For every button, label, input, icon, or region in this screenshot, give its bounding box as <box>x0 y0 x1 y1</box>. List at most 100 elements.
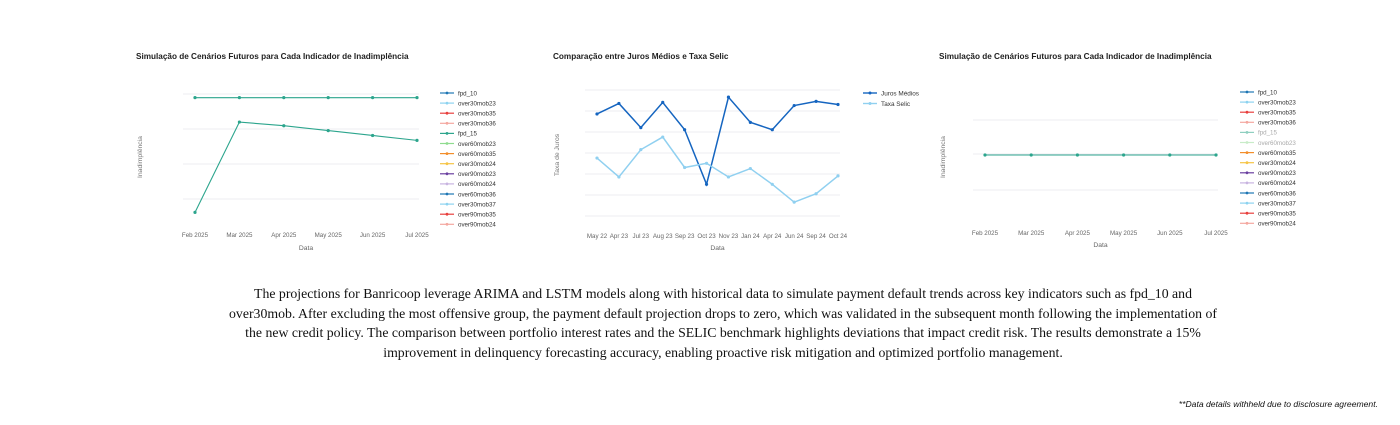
chart2-data-point <box>770 128 774 132</box>
chart3-legend-marker <box>1245 131 1249 134</box>
chart1-legend-label: over60mob36 <box>458 191 496 198</box>
chart2-legend-label: Taxa Selic <box>881 101 911 108</box>
chart3-legend-marker <box>1245 211 1249 215</box>
chart2-data-point <box>704 182 709 186</box>
chart1-x-tick-label: May 2025 <box>315 232 343 239</box>
chart3-x-tick-label: Apr 2025 <box>1065 230 1091 237</box>
chart2-data-point <box>617 101 621 106</box>
chart3-legend-marker <box>1245 161 1249 165</box>
chart3-legend-label: over90mob35 <box>1258 211 1296 218</box>
chart2-data-point <box>748 120 752 124</box>
chart3-legend-label: over90mob24 <box>1258 221 1296 228</box>
disclaimer-note: **Data details withheld due to disclosur… <box>1178 399 1378 409</box>
chart3-x-axis-label: Data <box>1093 242 1108 249</box>
chart2-data-point <box>836 174 840 178</box>
chart2-data-point <box>792 200 796 204</box>
chart3-x-tick-label: Feb 2025 <box>972 230 999 237</box>
chart2-x-tick-label: Apr 24 <box>763 233 782 240</box>
chart1-legend-label: over90mob23 <box>458 171 496 178</box>
chart1-data-point <box>326 96 330 100</box>
chart2-data-point <box>748 166 752 171</box>
chart2-x-tick-label: Sep 23 <box>675 233 695 240</box>
chart1-x-tick-label: Feb 2025 <box>182 232 209 239</box>
chart2-data-point <box>836 102 840 107</box>
chart3-legend-marker <box>1245 171 1249 175</box>
chart1-y-axis-label: Inadimplência <box>137 136 144 178</box>
chart2-series-line <box>596 95 839 187</box>
chart1-data-point <box>193 210 197 214</box>
chart2-series-line <box>596 136 839 204</box>
chart3-legend-marker <box>1245 221 1249 225</box>
chart2-legend-marker <box>868 91 872 95</box>
chart1-legend-marker <box>445 91 449 95</box>
chart1-legend-marker <box>445 212 449 216</box>
chart1-legend-label: over90mob24 <box>458 222 496 229</box>
chart2-legend-label: Juros Médios <box>881 90 919 97</box>
chart1-series-line <box>194 121 418 213</box>
chart3-data-point <box>983 153 987 157</box>
chart2-x-tick-label: Oct 23 <box>697 233 716 240</box>
chart2-x-axis-label: Data <box>710 245 725 252</box>
chart2-x-tick-label: Aug 23 <box>653 233 673 240</box>
chart3-legend-marker <box>1245 141 1249 144</box>
chart1-data-point <box>371 96 375 100</box>
chart1-legend-label: over30mob36 <box>458 121 496 128</box>
chart2-data-point <box>814 192 818 196</box>
chart3-legend-marker <box>1245 201 1249 205</box>
chart1-legend-marker <box>445 111 449 115</box>
chart2-x-tick-label: Sep 24 <box>806 233 826 240</box>
chart1-data-point <box>282 96 286 100</box>
chart2-data-point <box>792 103 796 108</box>
chart2-x-tick-label: Nov 23 <box>719 233 739 240</box>
chart1-legend-marker <box>445 172 449 176</box>
chart2-data-point <box>726 95 731 99</box>
chart1-legend-label: fpd_15 <box>458 131 477 138</box>
chart2-x-tick-label: May 22 <box>587 233 608 240</box>
chart1-legend-marker <box>445 192 449 196</box>
chart3-legend-label: over60mob24 <box>1258 180 1296 187</box>
chart2-x-tick-label: Jun 24 <box>785 233 804 240</box>
chart3-legend-marker <box>1245 151 1249 155</box>
chart1-x-tick-label: Mar 2025 <box>226 232 253 239</box>
chart2-x-tick-label: Apr 23 <box>610 233 629 240</box>
chart1-legend-marker <box>445 132 449 135</box>
chart2-data-point <box>661 100 665 104</box>
chart3-x-tick-label: Mar 2025 <box>1018 230 1045 237</box>
chart3-legend-label: fpd_15 <box>1258 130 1277 137</box>
chart3-legend-label: over30mob37 <box>1258 200 1296 207</box>
chart1-data-point <box>237 96 241 100</box>
chart1-legend-marker <box>445 162 449 166</box>
chart2-data-point <box>595 112 599 116</box>
chart2-data-point <box>639 148 643 152</box>
chart3-y-axis-label: Inadimplência <box>940 136 947 178</box>
chart1-data-point <box>237 120 241 124</box>
chart3-legend-label: over60mob36 <box>1258 190 1296 197</box>
chart3-x-tick-label: May 2025 <box>1110 230 1138 237</box>
chart3-data-point <box>1214 153 1218 157</box>
chart1-legend-label: over60mob24 <box>458 181 496 188</box>
chart1-data-point <box>282 124 286 128</box>
chart1-legend-label: over30mob37 <box>458 201 496 208</box>
chart3-legend-label: over30mob24 <box>1258 160 1296 167</box>
chart1-legend-label: over30mob35 <box>458 111 496 118</box>
chart2-data-point <box>683 128 687 132</box>
chart2-data-point <box>814 99 818 103</box>
chart1-data-point <box>326 129 330 133</box>
chart1-legend-label: over60mob35 <box>458 151 496 158</box>
chart1-x-axis-label: Data <box>299 245 314 252</box>
chart1-legend-label: over30mob23 <box>458 100 496 107</box>
chart3-title: Simulação de Cenários Futuros para Cada … <box>939 52 1212 61</box>
chart3-legend-marker <box>1245 181 1249 185</box>
chart2-data-point <box>770 182 774 186</box>
chart2-data-point <box>704 161 709 165</box>
chart2-data-point <box>639 126 643 130</box>
chart2-title: Comparação entre Juros Médios e Taxa Sel… <box>553 52 729 61</box>
chart3-legend-label: over90mob23 <box>1258 170 1296 177</box>
charts-area: Simulação de Cenários Futuros para Cada … <box>136 52 1296 252</box>
chart1-x-tick-label: Jun 2025 <box>360 232 386 239</box>
chart1-data-point <box>371 133 375 138</box>
chart1-data-point <box>415 96 419 100</box>
chart2-y-axis-label: Taxa de Juros <box>554 133 561 176</box>
chart1-legend-marker <box>445 182 449 186</box>
chart3-data-point <box>1168 153 1172 157</box>
